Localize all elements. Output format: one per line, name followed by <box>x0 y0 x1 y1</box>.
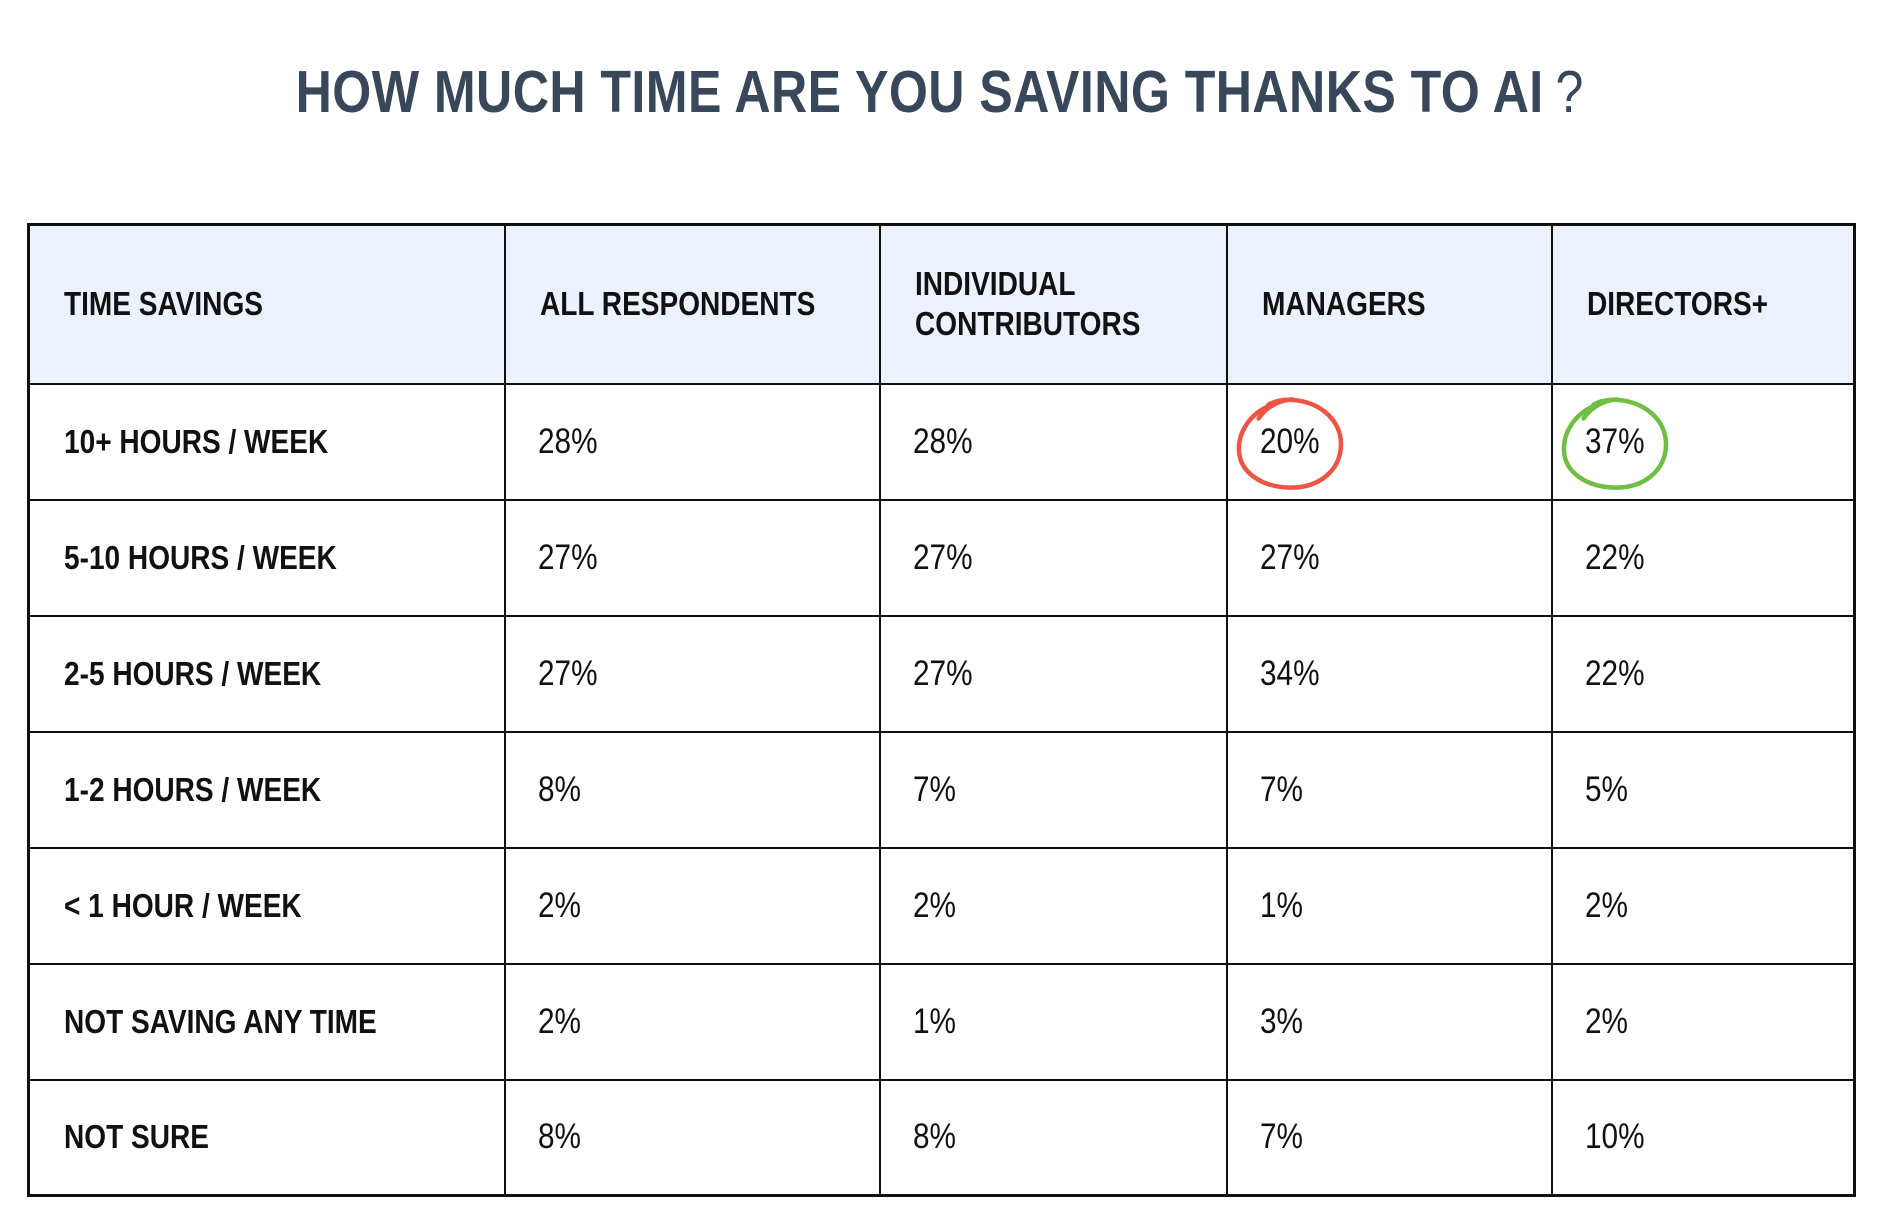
table-cell: 2% <box>503 846 881 965</box>
table-cell: 34% <box>1225 614 1553 733</box>
table-cell: 10% <box>1550 1078 1856 1197</box>
page-title-text: HOW MUCH TIME ARE YOU SAVING THANKS TO A… <box>296 58 1584 126</box>
table-cell: 7% <box>878 730 1228 849</box>
table-row: NOT SURE 8% 8% 7% 10% <box>27 1078 1856 1197</box>
table-cell: 3% <box>1225 962 1553 1081</box>
table-row: NOT SAVING ANY TIME 2% 1% 3% 2% <box>27 962 1856 1081</box>
table-cell: 1% <box>1225 846 1553 965</box>
page-title-question-mark: ? <box>1555 59 1585 125</box>
table-cell: 8% <box>878 1078 1228 1197</box>
time-savings-table: TIME SAVINGS ALL RESPONDENTS INDIVIDUAL … <box>27 223 1856 1197</box>
page-title-main: HOW MUCH TIME ARE YOU SAVING THANKS TO A… <box>295 59 1544 125</box>
column-header-all-respondents: ALL RESPONDENTS <box>503 223 881 385</box>
table-cell: 2% <box>503 962 881 1081</box>
table-row: 10+ HOURS / WEEK 28% 28% 20% <box>27 382 1856 501</box>
table-cell: 2% <box>878 846 1228 965</box>
table-cell: 2% <box>1550 846 1856 965</box>
table-cell: 28% <box>503 382 881 501</box>
table-row: 1-2 HOURS / WEEK 8% 7% 7% 5% <box>27 730 1856 849</box>
table-cell: 22% <box>1550 498 1856 617</box>
table-cell: 2% <box>1550 962 1856 1081</box>
table-cell: 8% <box>503 1078 881 1197</box>
row-label: 5-10 HOURS / WEEK <box>27 498 506 617</box>
row-label: NOT SAVING ANY TIME <box>27 962 506 1081</box>
row-label: NOT SURE <box>27 1078 506 1197</box>
table-cell: 22% <box>1550 614 1856 733</box>
column-header-directors: DIRECTORS+ <box>1550 223 1856 385</box>
page-title: HOW MUCH TIME ARE YOU SAVING THANKS TO A… <box>27 58 1853 126</box>
column-header-individual-contributors: INDIVIDUAL CONTRIBUTORS <box>878 223 1228 385</box>
table-cell: 27% <box>878 614 1228 733</box>
row-label: < 1 HOUR / WEEK <box>27 846 506 965</box>
table-cell: 27% <box>1225 498 1553 617</box>
table-row: 2-5 HOURS / WEEK 27% 27% 34% 22% <box>27 614 1856 733</box>
row-label: 10+ HOURS / WEEK <box>27 382 506 501</box>
row-label: 2-5 HOURS / WEEK <box>27 614 506 733</box>
table-cell: 20% <box>1225 382 1553 501</box>
row-label: 1-2 HOURS / WEEK <box>27 730 506 849</box>
table-header-row: TIME SAVINGS ALL RESPONDENTS INDIVIDUAL … <box>27 223 1856 385</box>
table-cell: 28% <box>878 382 1228 501</box>
table-row: < 1 HOUR / WEEK 2% 2% 1% 2% <box>27 846 1856 965</box>
table-row: 5-10 HOURS / WEEK 27% 27% 27% 22% <box>27 498 1856 617</box>
table-cell: 7% <box>1225 1078 1553 1197</box>
column-header-time-savings: TIME SAVINGS <box>27 223 506 385</box>
table-cell: 27% <box>503 614 881 733</box>
table-cell: 8% <box>503 730 881 849</box>
table-cell: 1% <box>878 962 1228 1081</box>
table-cell: 5% <box>1550 730 1856 849</box>
column-header-managers: MANAGERS <box>1225 223 1553 385</box>
table-cell: 37% <box>1550 382 1856 501</box>
table-cell: 27% <box>878 498 1228 617</box>
table-cell: 7% <box>1225 730 1553 849</box>
table-cell: 27% <box>503 498 881 617</box>
